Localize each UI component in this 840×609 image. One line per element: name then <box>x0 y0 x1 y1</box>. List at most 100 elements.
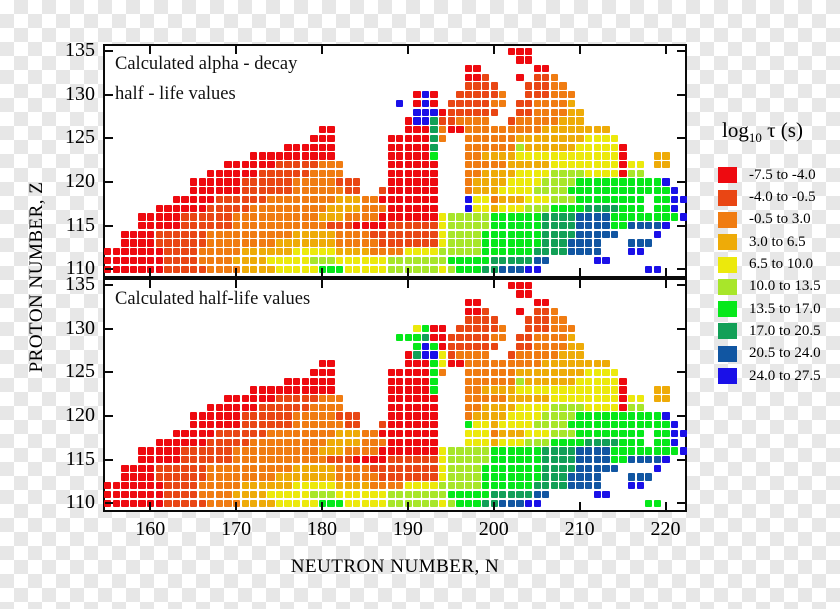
nuclide-cell <box>593 152 601 160</box>
nuclide-cell <box>267 195 275 204</box>
nuclide-cell <box>370 447 378 455</box>
nuclide-cell <box>593 368 601 377</box>
nuclide-cell <box>473 204 481 212</box>
nuclide-cell <box>189 499 198 507</box>
nuclide-cell <box>447 99 455 108</box>
nuclide-cell <box>456 482 464 490</box>
nuclide-cell <box>318 213 327 221</box>
y-tick <box>105 415 113 418</box>
nuclide-cell <box>404 438 412 446</box>
nuclide-cell <box>516 99 524 108</box>
nuclide-cell <box>585 126 593 134</box>
nuclide-cell <box>413 438 421 446</box>
nuclide-cell <box>576 152 584 160</box>
nuclide-cell <box>250 230 258 239</box>
nuclide-cell <box>610 438 619 446</box>
nuclide-cell <box>353 473 361 481</box>
nuclide-cell <box>481 351 490 359</box>
nuclide-cell <box>542 368 550 377</box>
nuclide-cell <box>241 187 249 195</box>
nuclide-cell <box>275 490 284 499</box>
nuclide-cell <box>542 377 550 385</box>
nuclide-cell <box>378 464 387 473</box>
nuclide-cell <box>344 499 352 507</box>
nuclide-cell <box>593 456 601 464</box>
nuclide-cell <box>439 482 447 490</box>
nuclide-cell <box>232 187 241 195</box>
nuclide-cell <box>645 265 653 273</box>
nuclide-cell <box>593 169 601 177</box>
x-tick <box>578 268 581 276</box>
nuclide-cell <box>550 403 558 411</box>
legend-label: -4.0 to -0.5 <box>749 189 816 206</box>
nuclide-cell <box>275 447 284 455</box>
nuclide-cell <box>172 239 181 247</box>
nuclide-cell <box>593 195 601 204</box>
nuclide-cell <box>533 248 541 256</box>
nuclide-cell <box>473 213 481 221</box>
nuclide-cell <box>559 438 567 446</box>
nuclide-cell <box>559 108 567 116</box>
nuclide-cell <box>327 499 335 507</box>
nuclide-cell <box>585 160 593 169</box>
nuclide-cell <box>335 482 344 490</box>
nuclide-cell <box>464 464 473 473</box>
nuclide-cell <box>293 204 301 212</box>
nuclide-cell <box>293 169 301 177</box>
bottom-panel-title: Calculated half-life values <box>115 289 311 309</box>
nuclide-cell <box>499 195 507 204</box>
nuclide-cell <box>164 256 172 265</box>
nuclide-cell <box>430 342 438 350</box>
nuclide-cell <box>619 178 627 186</box>
nuclide-cell <box>378 499 387 507</box>
nuclide-cell <box>542 99 550 108</box>
nuclide-cell <box>241 421 249 429</box>
nuclide-cell <box>224 394 232 403</box>
nuclide-cell <box>473 169 481 177</box>
nuclide-cell <box>490 230 498 239</box>
nuclide-cell <box>293 490 301 499</box>
nuclide-cell <box>224 178 232 186</box>
nuclide-cell <box>653 152 662 160</box>
nuclide-cell <box>327 447 335 455</box>
nuclide-cell <box>567 412 576 420</box>
nuclide-cell <box>430 386 438 394</box>
nuclide-cell <box>318 134 327 143</box>
nuclide-cell <box>396 464 404 473</box>
nuclide-cell <box>499 386 507 394</box>
nuclide-cell <box>327 222 335 230</box>
nuclide-cell <box>284 256 292 265</box>
nuclide-cell <box>250 447 258 455</box>
nuclide-cell <box>593 482 601 490</box>
nuclide-cell <box>301 482 309 490</box>
nuclide-cell <box>447 456 455 464</box>
nuclide-cell <box>215 421 224 429</box>
nuclide-cell <box>396 482 404 490</box>
nuclide-cell <box>490 447 498 455</box>
nuclide-cell <box>396 204 404 212</box>
nuclide-cell <box>198 482 206 490</box>
nuclide-cell <box>413 342 421 350</box>
legend-entry: 24.0 to 27.5 <box>712 365 821 387</box>
nuclide-cell <box>413 99 421 108</box>
nuclide-cell <box>473 134 481 143</box>
nuclide-cell <box>267 499 275 507</box>
nuclide-cell <box>576 204 584 212</box>
nuclide-cell <box>172 256 181 265</box>
nuclide-cell <box>602 456 610 464</box>
nuclide-cell <box>404 160 412 169</box>
nuclide-cell <box>447 239 455 247</box>
nuclide-cell <box>447 473 455 481</box>
nuclide-cell <box>413 152 421 160</box>
nuclide-cell <box>645 222 653 230</box>
nuclide-cell <box>396 256 404 265</box>
x-tick-label: 190 <box>392 518 423 540</box>
legend-entry: 6.5 to 10.0 <box>712 253 821 275</box>
nuclide-cell <box>524 222 533 230</box>
nuclide-cell <box>636 222 644 230</box>
nuclide-cell <box>413 91 421 99</box>
nuclide-cell <box>344 213 352 221</box>
y-tick <box>105 502 113 505</box>
nuclide-cell <box>327 456 335 464</box>
nuclide-cell <box>481 213 490 221</box>
